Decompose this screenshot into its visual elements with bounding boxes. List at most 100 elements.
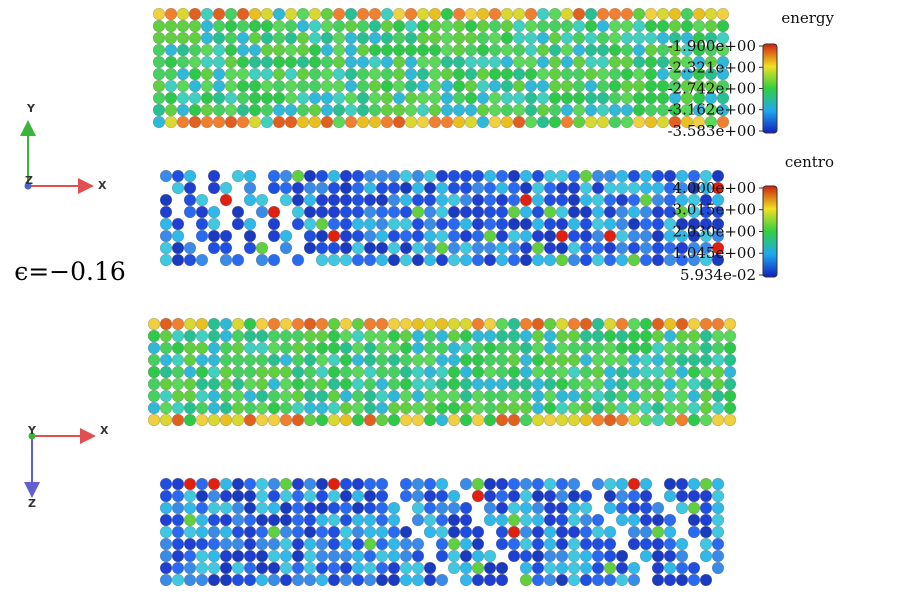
atom [160, 378, 172, 390]
atom [429, 56, 441, 68]
atom [496, 514, 508, 526]
atom [604, 562, 616, 574]
atom [345, 68, 357, 80]
atom [184, 206, 196, 218]
atom [436, 574, 448, 586]
atom [388, 206, 400, 218]
atom [400, 342, 412, 354]
atom [388, 414, 400, 426]
atom [309, 56, 321, 68]
atom [424, 514, 436, 526]
atom [544, 170, 556, 182]
atom [388, 254, 400, 266]
atom [436, 330, 448, 342]
atom [196, 206, 208, 218]
atom [484, 550, 496, 562]
atom [376, 490, 388, 502]
atom [244, 390, 256, 402]
atom [652, 526, 664, 538]
atom [333, 56, 345, 68]
atom [244, 330, 256, 342]
atom [592, 478, 604, 490]
atom [412, 366, 424, 378]
atom [393, 8, 405, 20]
atom [345, 104, 357, 116]
atom [208, 402, 220, 414]
atom [472, 354, 484, 366]
atom [520, 514, 532, 526]
atom [429, 44, 441, 56]
atom [417, 32, 429, 44]
atom [388, 538, 400, 550]
atom [496, 490, 508, 502]
atom [664, 318, 676, 330]
colorbar [763, 186, 777, 277]
atom [724, 318, 736, 330]
atom [580, 514, 592, 526]
atom [280, 342, 292, 354]
atom [549, 116, 561, 128]
atom [417, 116, 429, 128]
atom [460, 366, 472, 378]
atom [172, 574, 184, 586]
atom [580, 230, 592, 242]
atom [172, 366, 184, 378]
atom [477, 116, 489, 128]
atom [724, 390, 736, 402]
atom [148, 342, 160, 354]
atom [424, 402, 436, 414]
atom [472, 550, 484, 562]
atom [256, 342, 268, 354]
atom [537, 68, 549, 80]
atom [604, 478, 616, 490]
atom [400, 526, 412, 538]
atom [328, 390, 340, 402]
atom [381, 92, 393, 104]
atom [633, 116, 645, 128]
atom [520, 366, 532, 378]
atom [597, 32, 609, 44]
atom [436, 550, 448, 562]
atom [580, 354, 592, 366]
atom [160, 550, 172, 562]
atom [609, 92, 621, 104]
atom [549, 8, 561, 20]
atom [393, 104, 405, 116]
atom [381, 56, 393, 68]
atom [177, 116, 189, 128]
atom [604, 330, 616, 342]
atom [376, 514, 388, 526]
atom [520, 526, 532, 538]
atom [292, 526, 304, 538]
atom [208, 574, 220, 586]
atom [172, 254, 184, 266]
atom [436, 230, 448, 242]
x-label: X [98, 179, 107, 192]
atom [196, 414, 208, 426]
atom [184, 478, 196, 490]
atom [664, 342, 676, 354]
atom [628, 378, 640, 390]
atom [484, 218, 496, 230]
atom [196, 402, 208, 414]
atom [220, 390, 232, 402]
atom [352, 574, 364, 586]
atom [280, 538, 292, 550]
atom [340, 574, 352, 586]
atom [508, 354, 520, 366]
atom [657, 20, 669, 32]
atom [304, 562, 316, 574]
atom [501, 8, 513, 20]
atom [340, 230, 352, 242]
atom [484, 194, 496, 206]
atom [177, 8, 189, 20]
atom [297, 56, 309, 68]
atom [532, 390, 544, 402]
atom [532, 218, 544, 230]
atom [609, 104, 621, 116]
atom [520, 390, 532, 402]
atom [628, 330, 640, 342]
atom [393, 56, 405, 68]
atom [549, 80, 561, 92]
atom [345, 20, 357, 32]
